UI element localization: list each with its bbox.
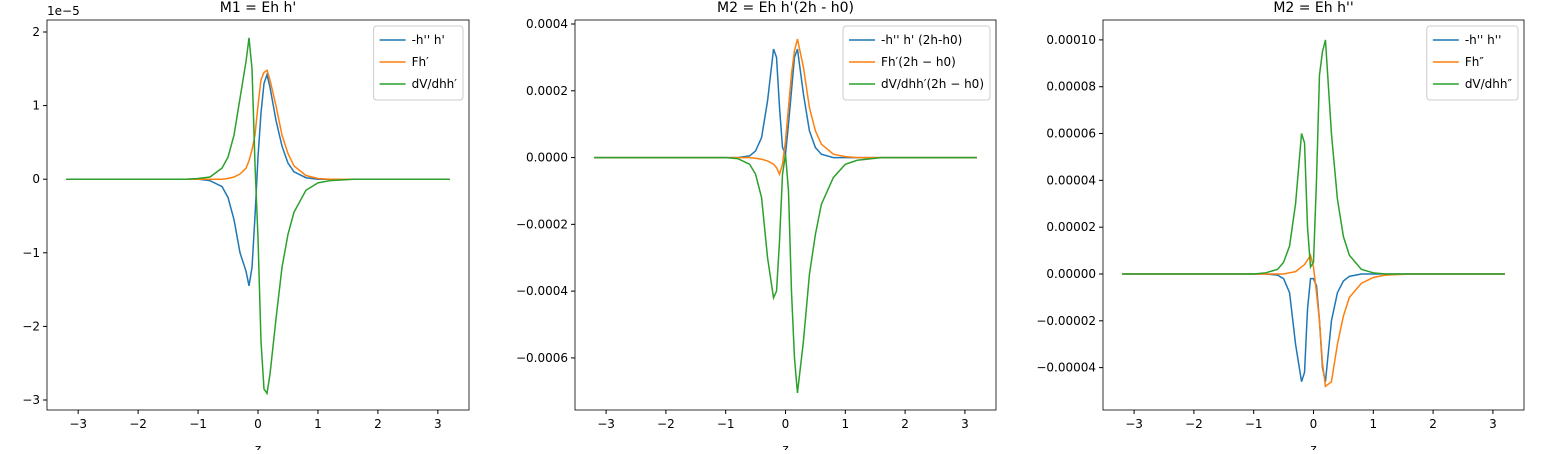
offset-text: 1e−5 bbox=[47, 4, 80, 18]
legend: -h'' h'' Fh″ dV/dhh″ bbox=[1426, 25, 1519, 101]
legend: -h'' h' (2h-h0) Fh′(2h − h0) dV/dhh′(2h − … bbox=[842, 25, 991, 101]
y-tick-label: 0.00010 bbox=[1046, 33, 1096, 47]
x-tick-label: 1 bbox=[1369, 417, 1377, 431]
x-axis-label: z bbox=[1310, 442, 1316, 450]
legend-frame bbox=[842, 25, 991, 101]
x-tick-label: 3 bbox=[961, 417, 969, 431]
y-tick-label: 0.0002 bbox=[526, 84, 568, 98]
x-tick-label: 2 bbox=[1429, 417, 1437, 431]
x-tick-label: 0 bbox=[1310, 417, 1318, 431]
y-tick-label: 0.00002 bbox=[1046, 220, 1096, 234]
y-tick-label: 0.00000 bbox=[1046, 267, 1096, 281]
legend-label: -h'' h' (2h-h0) bbox=[881, 33, 962, 47]
line-series bbox=[66, 71, 450, 287]
x-axis-label: z bbox=[255, 442, 261, 450]
plot-frame bbox=[574, 19, 997, 411]
plot-frame bbox=[1102, 19, 1525, 411]
line-series bbox=[66, 69, 450, 180]
x-tick-label: −2 bbox=[657, 417, 675, 431]
chart-title: M2 = Eh h'' bbox=[1273, 0, 1353, 16]
y-tick-label: −0.00002 bbox=[1036, 314, 1096, 328]
legend-frame bbox=[373, 25, 464, 101]
subplot: M1 = Eh h' z 1e−5 −3 −2 −1 0 1 2 3 −3 −2 −1 0 1 2 -h'' h… bbox=[22, 0, 470, 454]
chart-title: M1 = Eh h' bbox=[220, 0, 297, 16]
legend-label: -h'' h'' bbox=[1465, 33, 1502, 47]
chart-title: M2 = Eh h'(2h - h0) bbox=[717, 0, 854, 16]
x-tick-label: −3 bbox=[1125, 417, 1143, 431]
legend-label: Fh′ bbox=[412, 55, 430, 69]
y-tick-label: −0.0006 bbox=[516, 351, 568, 365]
x-tick-label: −2 bbox=[1185, 417, 1203, 431]
legend-label: dV/dhh″ bbox=[1465, 77, 1513, 91]
legend-label: Fh″ bbox=[1465, 55, 1485, 69]
x-tick-label: −3 bbox=[597, 417, 615, 431]
legend-frame bbox=[1426, 25, 1519, 101]
x-tick-label: 3 bbox=[1489, 417, 1497, 431]
legend-label: dV/dhh′(2h − h0) bbox=[881, 77, 984, 91]
x-tick-label: −2 bbox=[129, 417, 147, 431]
y-tick-label: 0.00006 bbox=[1046, 127, 1096, 141]
legend-label: Fh′(2h − h0) bbox=[881, 55, 956, 69]
y-tick-label: −1 bbox=[22, 246, 40, 260]
line-series bbox=[1122, 253, 1505, 388]
subplot: M2 = Eh h'' z −3 −2 −1 0 1 2 3 −0.00004 −0.00002 0.… bbox=[1036, 0, 1525, 454]
legend-label: dV/dhh′ bbox=[412, 77, 458, 91]
y-tick-label: −0.00004 bbox=[1036, 361, 1096, 375]
y-tick-label: 0.00008 bbox=[1046, 80, 1096, 94]
y-tick-label: −2 bbox=[22, 319, 40, 333]
x-axis-label: z bbox=[782, 442, 788, 450]
y-tick-label: 0.0004 bbox=[526, 17, 568, 31]
y-tick-label: −0.0004 bbox=[516, 284, 568, 298]
x-tick-label: 0 bbox=[254, 417, 262, 431]
plot-frame bbox=[46, 19, 470, 411]
y-tick-label: 0.0000 bbox=[526, 151, 568, 165]
y-tick-label: −0.0002 bbox=[516, 217, 568, 231]
x-tick-label: −1 bbox=[189, 417, 207, 431]
y-tick-label: −3 bbox=[22, 393, 40, 407]
x-tick-label: −1 bbox=[1245, 417, 1263, 431]
line-series bbox=[1122, 39, 1505, 275]
x-tick-label: 2 bbox=[374, 417, 382, 431]
x-tick-label: −3 bbox=[69, 417, 87, 431]
x-tick-label: −1 bbox=[717, 417, 735, 431]
legend-label: -h'' h' bbox=[412, 33, 445, 47]
y-tick-label: 2 bbox=[32, 25, 40, 39]
y-tick-label: 1 bbox=[32, 99, 40, 113]
x-tick-label: 1 bbox=[841, 417, 849, 431]
x-tick-label: 0 bbox=[782, 417, 790, 431]
subplot: M2 = Eh h'(2h - h0) z −3 −2 −1 0 1 2 3 −0.0006 −0.… bbox=[516, 0, 997, 454]
line-series bbox=[1122, 273, 1505, 382]
y-tick-label: 0 bbox=[32, 172, 40, 186]
x-tick-label: 1 bbox=[314, 417, 322, 431]
legend: -h'' h' Fh′ dV/dhh′ bbox=[373, 25, 464, 101]
line-series bbox=[594, 154, 977, 394]
line-series bbox=[66, 37, 450, 396]
x-tick-label: 2 bbox=[901, 417, 909, 431]
y-tick-label: 0.00004 bbox=[1046, 173, 1096, 187]
x-tick-label: 3 bbox=[434, 417, 442, 431]
